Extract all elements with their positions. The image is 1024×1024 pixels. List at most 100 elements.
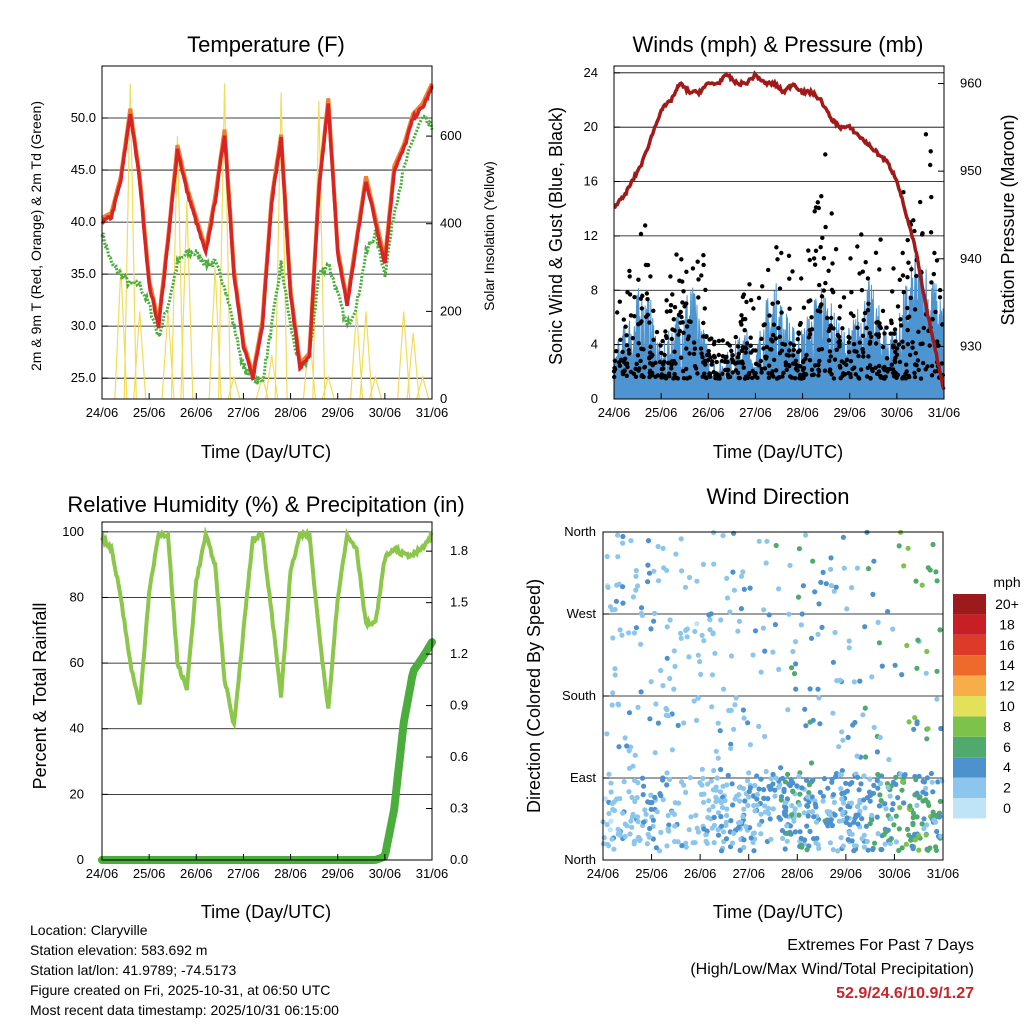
wind-direction-point [899, 779, 906, 785]
wind-direction-point [728, 818, 734, 824]
wind-direction-point [619, 632, 625, 638]
gust-point [928, 162, 933, 168]
wind-direction-point [672, 663, 678, 670]
gust-point [693, 366, 699, 371]
gust-point [639, 346, 644, 351]
wind-direction-point [929, 779, 935, 785]
wind-direction-point [743, 824, 749, 830]
gust-point [900, 339, 905, 344]
gust-point [735, 355, 741, 360]
wind-direction-point [812, 801, 818, 807]
gust-point [658, 343, 663, 348]
gust-point [903, 376, 908, 381]
wind-direction-point [852, 815, 858, 822]
wind-direction-point [796, 546, 803, 552]
wind-direction-point [875, 771, 881, 778]
y-tick-label: 80 [70, 589, 84, 604]
wind-direction-point [686, 654, 692, 660]
legend-swatch [953, 634, 986, 656]
legend-label: 8 [1003, 718, 1011, 734]
wind-direction-point [862, 624, 868, 630]
extremes-box: Extremes For Past 7 Days (High/Low/Max W… [690, 934, 974, 1006]
wind-direction-point [827, 840, 834, 846]
gust-point [742, 345, 748, 350]
gust-point [848, 256, 853, 261]
wind-direction-point [828, 566, 834, 572]
wind-direction-point [919, 821, 925, 827]
gust-point [638, 296, 643, 301]
gust-point [869, 366, 875, 372]
wind-direction-point [683, 840, 689, 846]
gust-point [681, 368, 686, 374]
gust-point [848, 359, 854, 364]
gust-point [891, 344, 897, 349]
gust-point [632, 314, 637, 319]
wind-direction-point [704, 840, 710, 847]
gust-point [763, 356, 769, 361]
wind-direction-point [667, 776, 673, 783]
x-tick-label: 26/06 [692, 405, 725, 420]
gust-point [928, 149, 933, 154]
gust-point [828, 354, 833, 359]
gust-point [790, 353, 796, 358]
gust-point [837, 316, 842, 321]
wind-direction-point [608, 780, 614, 786]
gust-point [898, 317, 903, 322]
winds-xlabel: Time (Day/UTC) [713, 442, 843, 462]
wind-direction-point [827, 809, 833, 815]
wind-direction-point [748, 835, 754, 841]
wind-direction-point [724, 806, 730, 812]
gust-point [698, 346, 704, 351]
gust-point [876, 369, 882, 374]
wind-direction-point [789, 812, 795, 818]
wind-direction-point [611, 807, 618, 814]
wind-direction-point [829, 779, 835, 785]
wind-direction-point [698, 671, 704, 678]
wind-direction-point [782, 779, 789, 785]
wind-direction-point [728, 745, 734, 752]
wind-direction-point [622, 821, 628, 827]
wind-direction-point [874, 749, 881, 755]
gust-point [874, 332, 879, 337]
wind-direction-point [747, 742, 754, 748]
gust-point [861, 354, 866, 359]
wind-direction-point [795, 594, 802, 600]
wind-direction-point [694, 621, 700, 627]
gust-point [751, 306, 756, 311]
gust-point [823, 152, 828, 157]
wind-direction-point [673, 551, 679, 557]
wind-direction-point [935, 779, 941, 785]
gust-point [916, 367, 921, 373]
y-tick-label: 1.5 [450, 595, 468, 610]
gust-point [740, 317, 746, 322]
wind-direction-point [930, 789, 936, 795]
wind-direction-point [770, 806, 776, 812]
y-tick-label: North [564, 852, 596, 867]
wind-direction-point [845, 803, 851, 810]
gust-point [760, 284, 765, 289]
gust-point [730, 353, 735, 358]
wind-direction-point [661, 565, 667, 571]
wind-direction-point [899, 787, 905, 793]
wind-direction-point [808, 760, 815, 766]
wind-direction-point [861, 844, 868, 850]
wind-direction-point [796, 812, 802, 818]
wind-direction-point [833, 584, 839, 590]
temp-2m-line [100, 85, 434, 380]
wind-direction-point [913, 578, 919, 584]
wind-direction-point [770, 649, 776, 655]
x-tick-label: 24/06 [86, 405, 119, 420]
wind-direction-point [691, 698, 697, 704]
gust-point [727, 343, 732, 348]
wind-direction-point [846, 645, 852, 651]
wind-direction-point [663, 705, 669, 712]
wind-direction-point [646, 834, 653, 840]
winds-ylabel-left: Sonic Wind & Gust (Blue, Black) [546, 107, 566, 365]
location-text: Location: Claryville [30, 922, 148, 938]
y-tick-label: 4 [591, 337, 598, 352]
y-tick-label: 20 [70, 786, 84, 801]
gust-point [788, 341, 793, 346]
wind-direction-point [756, 786, 762, 792]
gust-point [912, 370, 917, 376]
wind-direction-point [701, 826, 707, 832]
